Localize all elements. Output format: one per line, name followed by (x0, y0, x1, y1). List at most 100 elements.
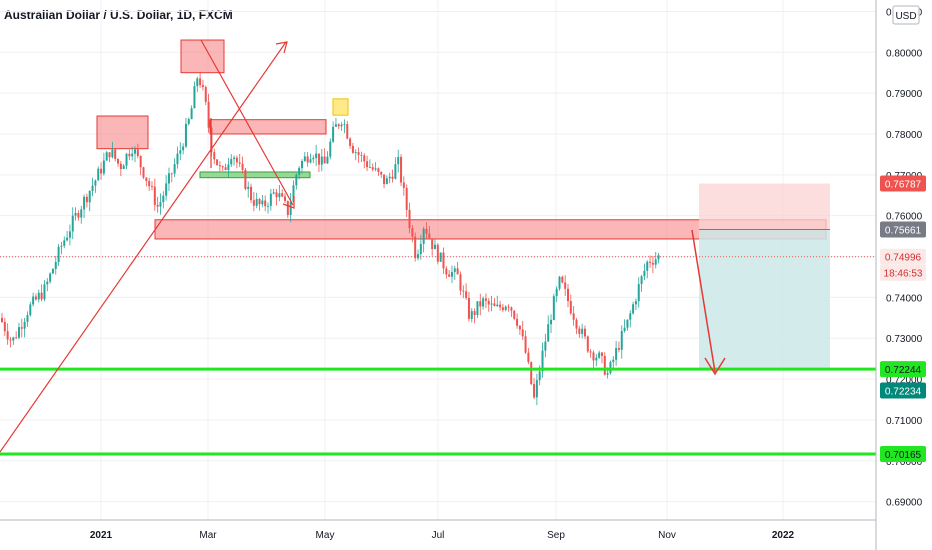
candle-body (465, 291, 468, 298)
candle-body (411, 228, 414, 237)
candle-body (462, 290, 465, 292)
candle-body (366, 161, 369, 168)
candle-body (32, 296, 35, 305)
candle-body (187, 119, 190, 124)
candle-body (199, 78, 202, 86)
candle-body (349, 138, 352, 146)
x-tick-label: Mar (199, 530, 217, 541)
candle-body (552, 296, 555, 320)
candle-body (122, 165, 125, 170)
candle-body (250, 186, 253, 201)
x-tick-label: Nov (658, 530, 676, 541)
candle-body (15, 337, 18, 339)
candle-body (595, 357, 598, 361)
candle-body (102, 160, 105, 174)
y-tick-label: 0.71000 (886, 416, 923, 427)
candle-body (592, 352, 595, 361)
candle-body (377, 168, 380, 172)
candle-body (258, 199, 261, 205)
resistance-zone-feb-high (180, 39, 225, 74)
candle-body (159, 202, 162, 207)
candle-body (108, 152, 111, 158)
candle-body (479, 301, 482, 307)
candle-body (558, 276, 561, 289)
candle-body (105, 152, 108, 161)
candle-body (323, 156, 326, 164)
price-label-text: 0.74996 (885, 253, 922, 264)
target-arrow-head (704, 357, 726, 376)
candle-body (346, 124, 349, 139)
candle-body (83, 196, 86, 210)
candle-body (247, 186, 250, 190)
arrow-line-down (200, 39, 294, 206)
candle-body (425, 228, 428, 234)
candle-body (40, 292, 43, 300)
candle-body (334, 124, 337, 127)
candle-body (204, 87, 207, 102)
candle-body (235, 157, 238, 163)
candle-body (581, 328, 584, 334)
candle-body (88, 190, 91, 203)
candle-body (238, 162, 241, 164)
candle-body (17, 327, 20, 338)
candle-body (606, 373, 609, 375)
candle-body (504, 306, 507, 310)
candle-body (196, 78, 199, 87)
candle-body (224, 167, 227, 171)
candle-body (589, 351, 592, 353)
candle-body (150, 186, 153, 187)
candle-body (521, 329, 524, 337)
candle-body (544, 341, 547, 351)
candle-body (612, 359, 615, 362)
candle-body (312, 157, 315, 160)
candle-body (111, 149, 114, 158)
candle-body (632, 304, 635, 314)
candle-body (657, 255, 660, 260)
candle-body (298, 168, 301, 175)
candle-body (586, 336, 589, 352)
candle-body (207, 101, 210, 128)
price-label-stop (880, 175, 926, 192)
candle-body (501, 307, 504, 310)
candle-body (354, 152, 357, 153)
candle-body (284, 196, 286, 201)
candle-body (179, 150, 182, 154)
support-zone-mar (199, 171, 311, 179)
price-label-text: 0.70165 (885, 450, 922, 461)
candle-body (286, 200, 289, 215)
candle-body (320, 156, 323, 165)
candle-body (637, 284, 640, 302)
candle-body (383, 174, 386, 185)
candle-body (292, 185, 295, 202)
candle-body (156, 204, 159, 207)
candle-body (29, 304, 32, 316)
candle-body (527, 352, 530, 363)
candle-body (153, 186, 156, 205)
resistance-zone-jan (96, 115, 149, 150)
candle-body (640, 276, 643, 285)
candle-body (63, 240, 66, 246)
candle-body (119, 163, 122, 170)
candle-body (459, 274, 462, 291)
candle-body (66, 237, 69, 241)
candle-body (71, 215, 74, 232)
candle-body (12, 337, 15, 341)
candle-body (80, 209, 83, 218)
candle-body (513, 310, 516, 319)
candle-body (1, 317, 3, 323)
candle-body (516, 318, 519, 326)
candle-body (6, 331, 9, 340)
candle-body (357, 152, 360, 155)
candle-body (422, 228, 425, 244)
candle-body (139, 155, 142, 168)
candle-body (414, 236, 417, 259)
candle-body (541, 350, 544, 372)
candle-body (264, 200, 267, 207)
candle-body (428, 233, 431, 239)
candle-body (337, 124, 340, 127)
y-tick-label: 0.72000 (886, 375, 923, 386)
candle-body (651, 262, 654, 265)
candle-body (182, 146, 185, 151)
